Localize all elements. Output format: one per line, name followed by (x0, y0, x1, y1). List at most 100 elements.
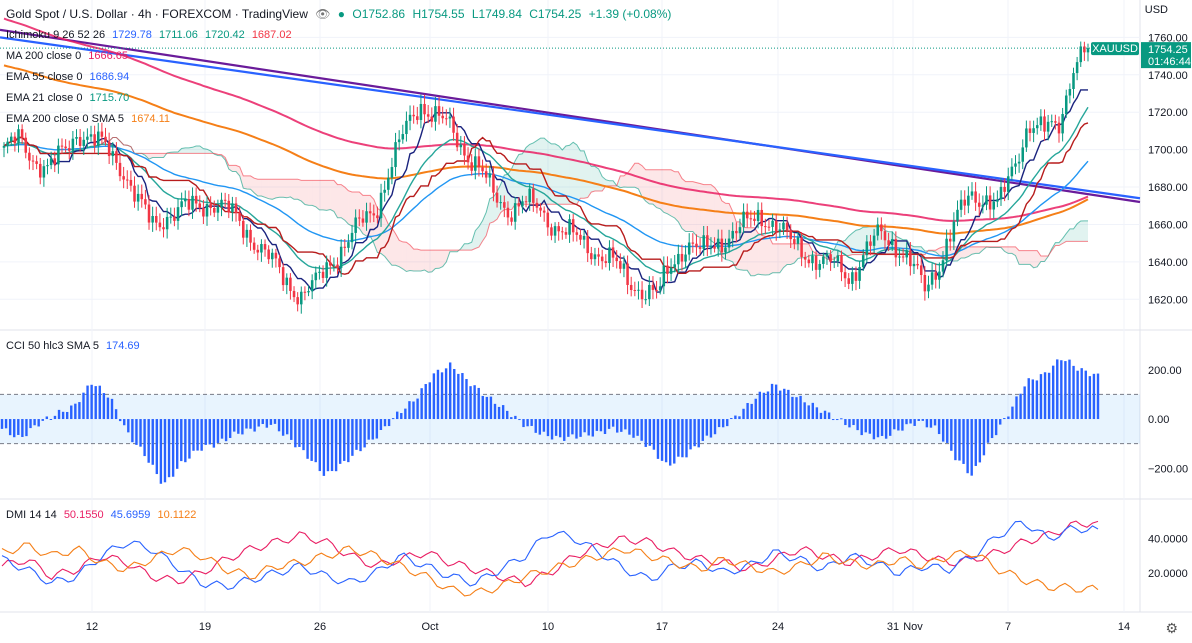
cci-bar (510, 417, 513, 420)
cci-bar (86, 385, 89, 420)
ema200-name: EMA 200 close 0 SMA 5 (6, 113, 125, 125)
cloud-segment (486, 198, 490, 236)
cci-bar (660, 419, 664, 461)
cloud-segment (594, 166, 599, 191)
cloud-segment (591, 166, 595, 193)
legend-ichimoku[interactable]: Ichimoku 9 26 52 26 1729.78 1711.06 1720… (6, 25, 296, 46)
candle-body (416, 116, 419, 120)
cloud-segment (518, 153, 523, 205)
candle-body (611, 247, 615, 258)
currency-label[interactable]: USD (1144, 4, 1168, 16)
cci-bar (245, 419, 248, 429)
cloud-segment (254, 178, 258, 196)
cci-bar (709, 419, 713, 438)
candle-body (1010, 166, 1014, 177)
status-dot-icon: ● (337, 7, 346, 21)
candle-body (75, 137, 78, 139)
legend-ma200[interactable]: MA 200 close 0 1666.65 (6, 46, 296, 67)
candle-body (405, 120, 408, 135)
cci-bar (603, 419, 607, 435)
candle-body (774, 220, 778, 232)
cci-bar (632, 419, 635, 438)
cci-bar (1060, 360, 1063, 420)
legend-ema200[interactable]: EMA 200 close 0 SMA 5 1674.11 (6, 109, 296, 130)
candle-body (180, 201, 183, 208)
price-tick-label: 1760.00 (1148, 32, 1188, 44)
cloud-segment (185, 147, 189, 154)
candle-body (524, 201, 528, 203)
candle-body (706, 235, 709, 247)
cloud-segment (297, 179, 302, 202)
cci-bar (518, 419, 521, 421)
candle-body (840, 255, 843, 273)
cci-bar (57, 409, 61, 420)
legend-ema55[interactable]: EMA 55 close 0 1686.94 (6, 67, 296, 88)
cci-bar (400, 413, 403, 420)
cci-bar (554, 419, 558, 436)
candle-body (408, 114, 412, 121)
cloud-segment (587, 161, 592, 198)
candle-body (553, 226, 557, 236)
candle-body (307, 291, 310, 293)
cci-bar (913, 419, 916, 426)
cci-bar (705, 419, 709, 436)
candle-body (13, 136, 17, 144)
eye-icon[interactable]: 👁︎ (315, 7, 331, 21)
legend-ema21[interactable]: EMA 21 close 0 1715.70 (6, 88, 296, 109)
dmi-legend[interactable]: DMI 14 14 50.1550 45.6959 10.1122 (6, 509, 200, 521)
cci-bar (432, 373, 436, 420)
cloud-segment (1055, 242, 1059, 246)
candle-body (503, 202, 506, 208)
candle-body (633, 290, 637, 292)
cci-bar (599, 419, 603, 432)
cci-bar (954, 419, 957, 461)
cci-bar (620, 419, 623, 432)
candle-body (959, 199, 963, 210)
cci-bar (45, 416, 49, 420)
cci-bar (925, 419, 929, 428)
trendline-blue (0, 36, 1141, 200)
cloud-segment (196, 146, 200, 154)
candle-body (1043, 116, 1046, 132)
cloud-segment (642, 165, 646, 202)
candle-body (934, 272, 937, 280)
cci-legend[interactable]: CCI 50 hlc3 SMA 5 174.69 (6, 340, 144, 352)
candle-body (981, 204, 985, 207)
cci-bar (738, 416, 741, 420)
cloud-segment (743, 227, 748, 271)
cci-bar (118, 419, 122, 422)
cci-bar (787, 389, 790, 420)
cloud-segment (268, 179, 273, 200)
cloud-segment (344, 187, 349, 225)
candle-body (118, 162, 122, 177)
cci-bar (196, 419, 199, 451)
candle-body (64, 146, 67, 149)
cci-bar (730, 418, 733, 420)
candle-body (629, 284, 633, 291)
cci-bar (840, 418, 843, 420)
candle-body (992, 201, 996, 210)
gear-icon[interactable]: ⚙ (1165, 620, 1178, 636)
ma200-value: 1666.65 (88, 50, 129, 62)
candle-body (2, 145, 6, 148)
cloud-segment (710, 184, 715, 244)
cloud-segment (787, 243, 791, 265)
cci-bar (538, 419, 542, 435)
candle-body (379, 192, 383, 219)
cci-bar (220, 419, 224, 439)
cci-bar (958, 419, 961, 461)
cci-bar (98, 385, 101, 420)
cloud-segment (431, 250, 436, 272)
cloud-segment (257, 179, 262, 196)
cci-bar (110, 398, 114, 420)
candle-body (622, 263, 626, 269)
candle-body (452, 116, 455, 133)
ichimoku-conversion-line (3, 89, 1088, 293)
symbol-title[interactable]: Gold Spot / U.S. Dollar · 4h · FOREXCOM … (6, 7, 308, 21)
cci-bar (167, 419, 171, 478)
cloud-segment (790, 243, 795, 265)
ma200-line (3, 17, 1089, 222)
dmi-plus-di-line (1, 520, 1099, 591)
candle-body (1021, 147, 1025, 162)
